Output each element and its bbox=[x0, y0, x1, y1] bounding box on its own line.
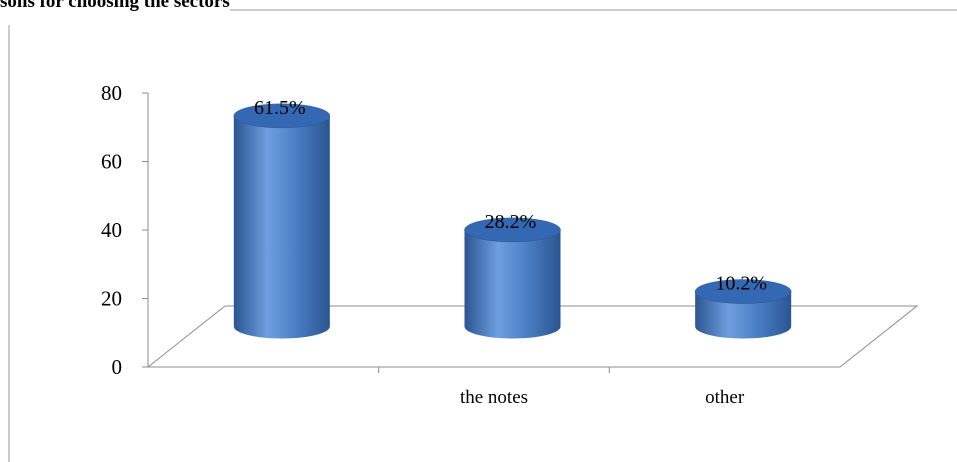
labels: the notes other 61.5% 28.2% 10.2% bbox=[254, 97, 767, 408]
bar bbox=[464, 217, 561, 339]
bar-body bbox=[695, 291, 792, 339]
axes: 0 20 40 60 80 bbox=[101, 81, 840, 379]
bars bbox=[233, 103, 792, 339]
bar-body bbox=[464, 229, 561, 339]
y-tick-label: 80 bbox=[101, 81, 122, 105]
x-category-label: the notes bbox=[460, 387, 528, 408]
bar-top bbox=[694, 279, 792, 304]
x-category-label: other bbox=[705, 387, 745, 408]
y-tick-label: 20 bbox=[101, 287, 122, 311]
bar bbox=[233, 103, 331, 339]
bar-top bbox=[464, 217, 561, 243]
data-label: 28.2% bbox=[485, 211, 537, 233]
y-tick-label: 40 bbox=[101, 218, 122, 242]
data-label: 61.5% bbox=[254, 97, 306, 119]
y-tick-label: 60 bbox=[101, 150, 122, 174]
data-label: 10.2% bbox=[715, 273, 767, 295]
bar-body bbox=[233, 115, 330, 339]
bar-top bbox=[233, 103, 331, 129]
chart-title: sons for choosing the sectors bbox=[0, 0, 230, 12]
bar bbox=[694, 279, 792, 339]
y-tick-label: 0 bbox=[112, 355, 123, 379]
